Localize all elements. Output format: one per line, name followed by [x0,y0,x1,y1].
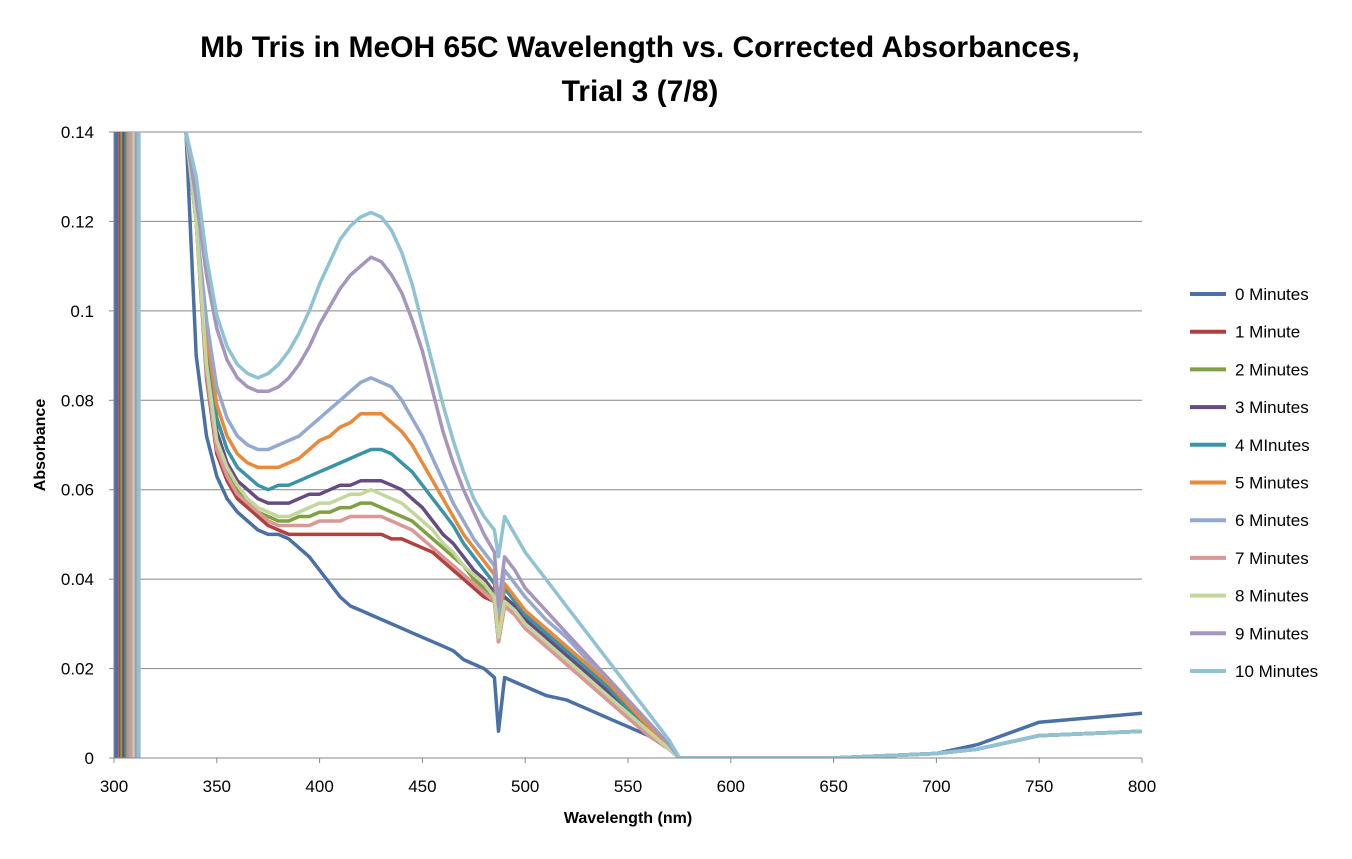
legend-label: 1 Minute [1235,323,1300,342]
chart-title-line-2: Trial 3 (7/8) [562,75,719,108]
series-line-2 [184,132,1142,758]
y-tick-label: 0.12 [61,212,94,231]
series-line-6 [184,132,1142,758]
chart-title: Mb Tris in MeOH 65C Wavelength vs. Corre… [200,31,1080,108]
y-tick-label: 0.06 [61,481,94,500]
series-line-9 [184,132,1142,758]
x-axis-label: Wavelength (nm) [564,810,692,827]
x-tick-label: 300 [100,777,128,796]
x-tick-label: 700 [922,777,950,796]
series-line-8 [184,132,1142,758]
legend-label: 9 Minutes [1235,624,1309,643]
legend-label: 7 Minutes [1235,549,1309,568]
series-line-7 [184,132,1142,758]
legend-label: 0 Minutes [1235,285,1309,304]
y-tick-label: 0 [85,749,94,768]
series-line-10 [184,132,1142,758]
legend: 0 Minutes 1 Minute 2 Minutes 3 Minutes 4 MIn… [1190,285,1318,681]
axes: 0 0.02 0.04 0.06 0.08 0.1 0.12 0.14 300 350 400 450… [61,123,1156,796]
x-tick-label: 550 [614,777,642,796]
x-tick-label: 400 [305,777,333,796]
y-tick-label: 0.1 [70,302,94,321]
legend-label: 4 MInutes [1235,436,1310,455]
x-tick-label: 450 [408,777,436,796]
y-tick-label: 0.02 [61,660,94,679]
legend-label: 3 Minutes [1235,398,1309,417]
series-line-0 [184,132,1142,758]
chart-title-line-1: Mb Tris in MeOH 65C Wavelength vs. Corre… [200,31,1080,64]
plot-area [114,132,1142,758]
x-tick-label: 800 [1128,777,1156,796]
series-line-1 [184,132,1142,758]
series-line-4 [184,132,1142,758]
series-line-3 [184,132,1142,758]
x-tick-label: 750 [1025,777,1053,796]
series-line-5 [184,132,1142,758]
legend-label: 6 Minutes [1235,511,1309,530]
y-axis-label: Absorbance [32,399,49,492]
legend-label: 5 Minutes [1235,474,1309,493]
x-tick-label: 650 [819,777,847,796]
legend-label: 10 Minutes [1235,662,1318,681]
x-tick-label: 350 [203,777,231,796]
x-tick-label: 600 [717,777,745,796]
legend-label: 2 Minutes [1235,360,1309,379]
gridlines [114,131,1142,670]
legend-label: 8 Minutes [1235,587,1309,606]
series-group [114,132,1142,758]
x-tick-label: 500 [511,777,539,796]
y-tick-label: 0.04 [61,570,94,589]
y-tick-label: 0.14 [61,123,94,142]
y-tick-label: 0.08 [61,391,94,410]
